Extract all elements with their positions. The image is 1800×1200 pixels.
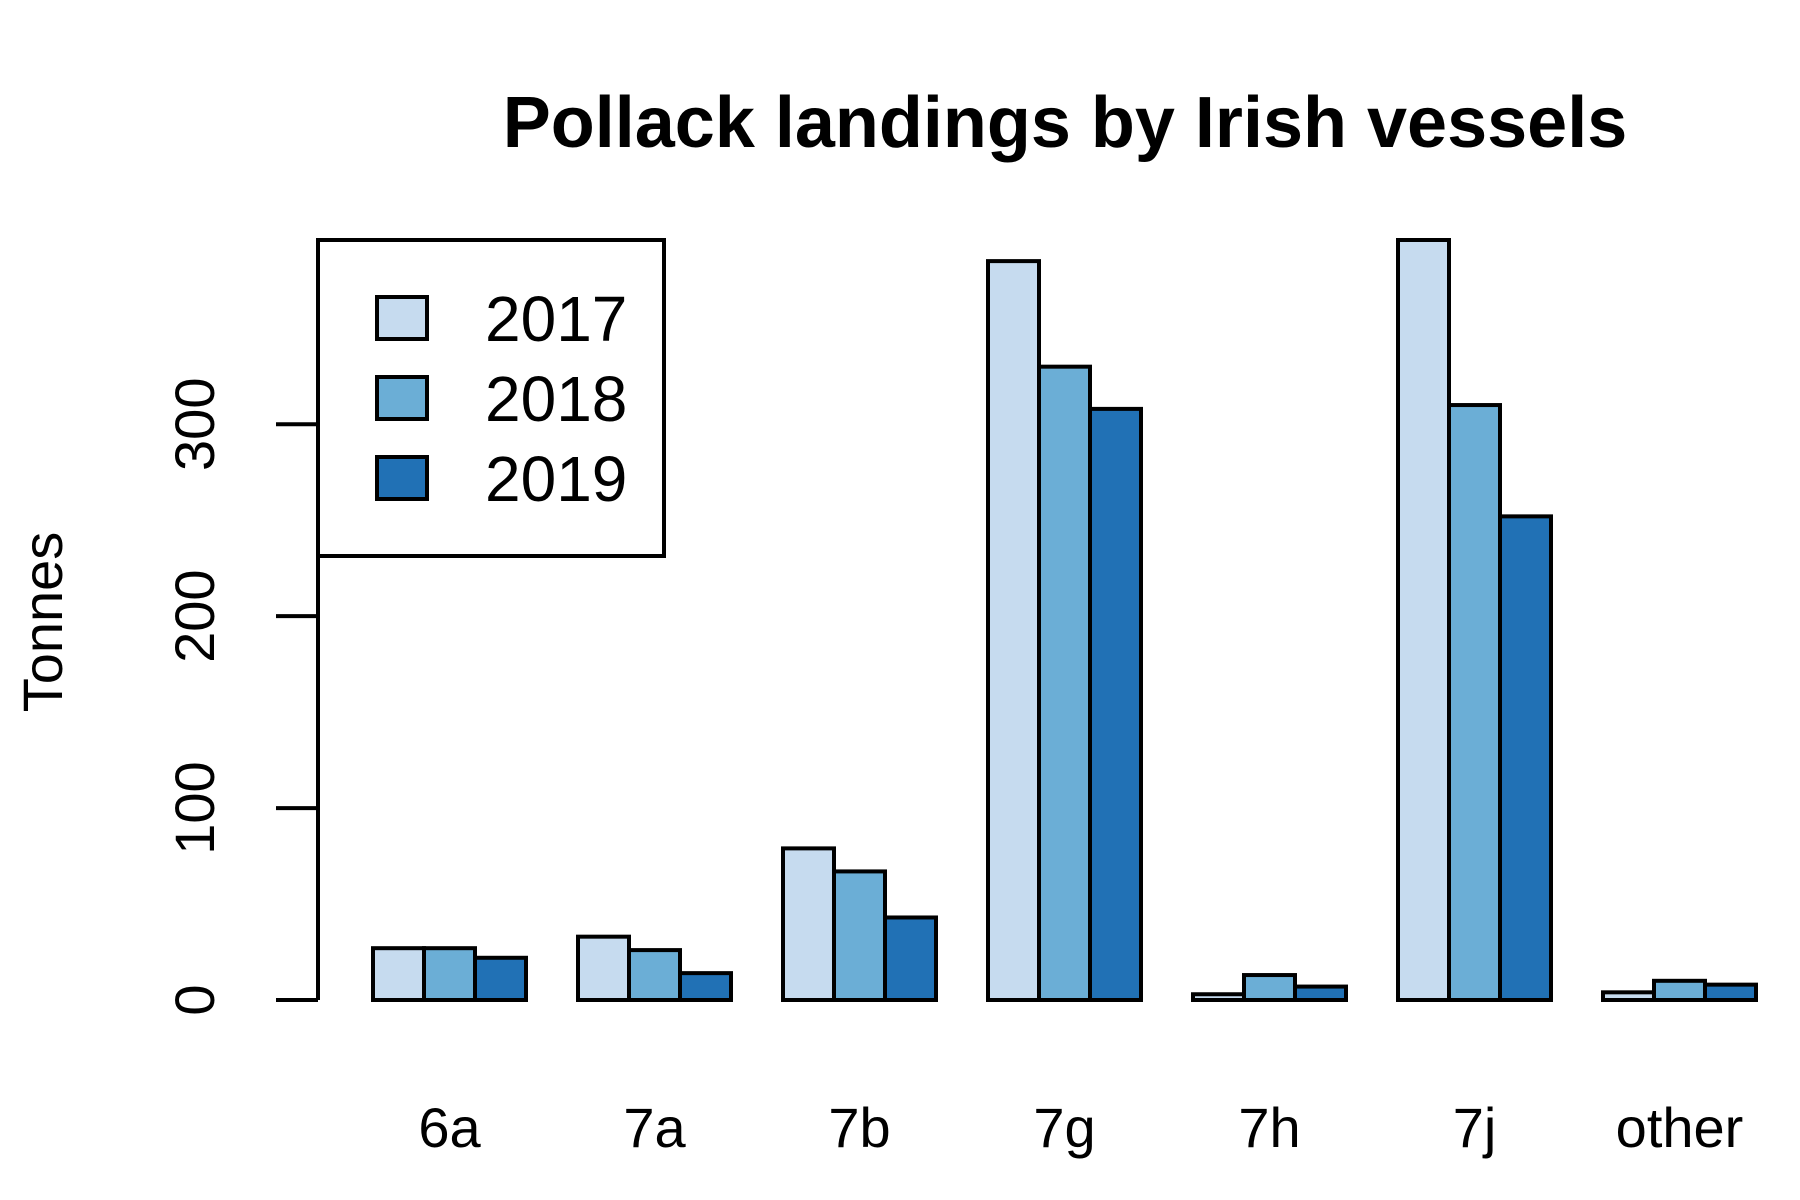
x-tick-label: 7g xyxy=(1033,1096,1095,1159)
bar-other-2017 xyxy=(1601,990,1656,1003)
category-labels: 6a 7a 7b 7g 7h 7j other xyxy=(418,1096,1743,1159)
x-tick-label: 7b xyxy=(828,1096,890,1159)
bars xyxy=(371,238,1758,1003)
y-axis-label: Tonnes xyxy=(11,532,74,713)
legend-label: 2018 xyxy=(485,363,627,435)
bar-7j-2019 xyxy=(1498,514,1553,1002)
bar-7h-2017 xyxy=(1191,992,1246,1003)
bar-7b-2019 xyxy=(883,915,938,1002)
legend-swatch xyxy=(375,295,429,341)
bar-other-2019 xyxy=(1703,982,1758,1003)
bar-other-2018 xyxy=(1652,978,1707,1003)
legend-label: 2017 xyxy=(485,283,627,355)
x-tick-label: 7a xyxy=(623,1096,686,1159)
legend-swatch xyxy=(375,375,429,421)
bar-7b-2017 xyxy=(781,846,836,1003)
y-tick-label: 200 xyxy=(163,569,226,662)
y-axis: 0 100 200 300 xyxy=(163,378,320,1016)
x-tick-label: 7j xyxy=(1453,1096,1497,1159)
bar-7j-2017 xyxy=(1396,238,1451,1002)
y-tick-label: 0 xyxy=(163,984,226,1015)
x-tick-label: 7h xyxy=(1238,1096,1300,1159)
bar-7a-2017 xyxy=(576,934,631,1003)
bar-7a-2019 xyxy=(678,971,733,1002)
bar-7g-2017 xyxy=(986,259,1041,1003)
bar-7b-2018 xyxy=(832,869,887,1002)
bar-7a-2018 xyxy=(627,948,682,1003)
bar-6a-2017 xyxy=(371,946,426,1003)
bar-7g-2018 xyxy=(1037,364,1092,1002)
bar-7g-2019 xyxy=(1088,406,1143,1002)
bar-7h-2018 xyxy=(1242,973,1297,1002)
legend: 2017 2018 2019 xyxy=(316,238,666,558)
legend-label: 2019 xyxy=(485,443,627,515)
bar-6a-2019 xyxy=(473,955,528,1002)
bar-7j-2018 xyxy=(1447,403,1502,1003)
bar-6a-2018 xyxy=(422,946,477,1003)
legend-swatch xyxy=(375,455,429,501)
y-tick-label: 300 xyxy=(163,378,226,471)
bar-7h-2019 xyxy=(1293,984,1348,1003)
y-tick-label: 100 xyxy=(163,761,226,854)
chart-title: Pollack landings by Irish vessels xyxy=(503,83,1628,163)
x-tick-label: other xyxy=(1616,1096,1744,1159)
x-tick-label: 6a xyxy=(418,1096,481,1159)
